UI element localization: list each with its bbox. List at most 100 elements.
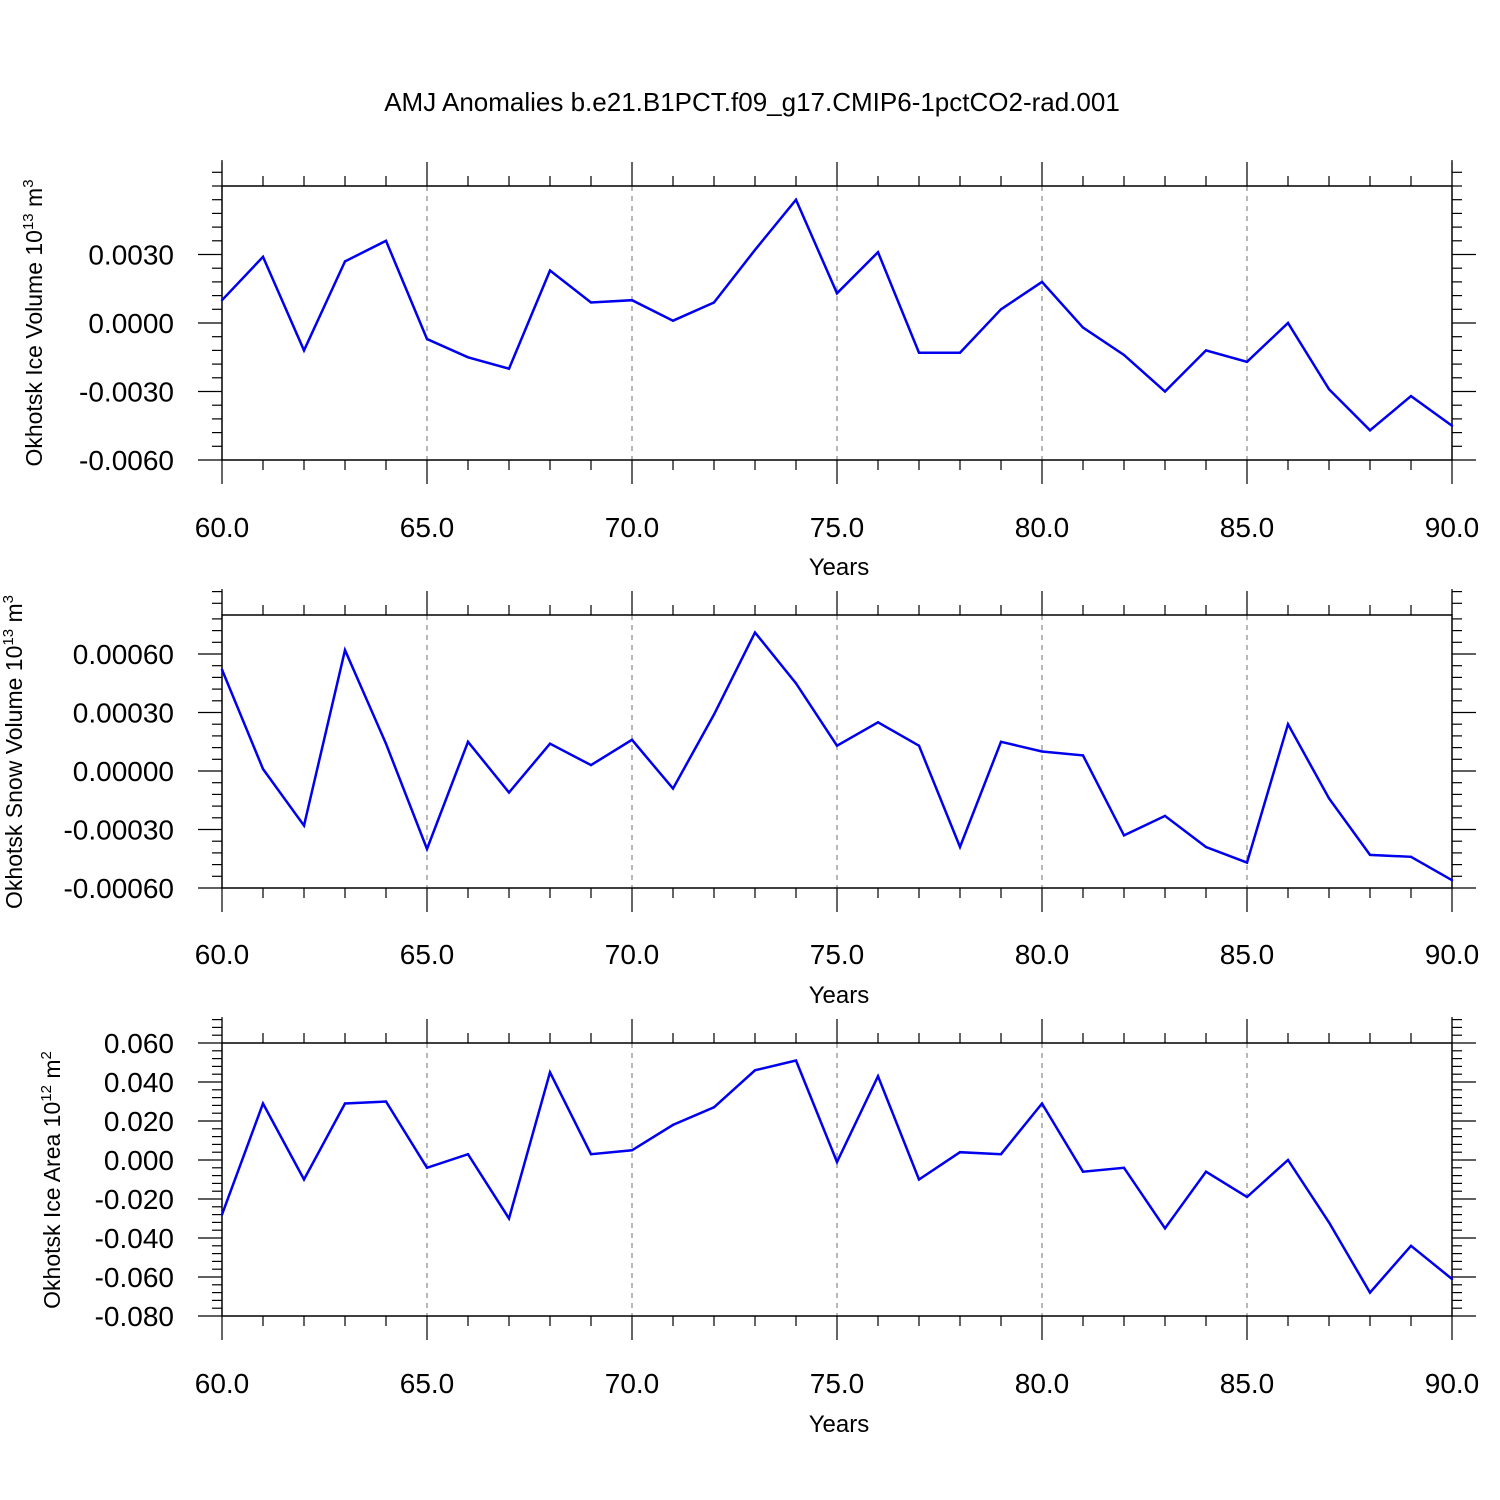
y-axis-label: Okhotsk Snow Volume 1013 m3 xyxy=(0,595,27,909)
data-point xyxy=(1163,390,1167,393)
x-tick-label: 70.0 xyxy=(605,512,660,543)
x-tick-label: 85.0 xyxy=(1220,512,1275,543)
data-point xyxy=(999,1152,1003,1156)
data-point xyxy=(589,301,593,304)
data-point xyxy=(1081,326,1085,329)
data-point xyxy=(220,668,224,671)
y-tick-label: 0.00060 xyxy=(73,639,174,670)
y-tick-label: 0.060 xyxy=(104,1028,174,1059)
data-point xyxy=(589,1152,593,1156)
data-point xyxy=(589,763,593,767)
data-point xyxy=(999,740,1003,743)
y-tick-label: 0.040 xyxy=(104,1067,174,1098)
data-point xyxy=(876,1074,880,1078)
data-point xyxy=(1368,1291,1372,1294)
data-point xyxy=(671,787,675,790)
data-point xyxy=(1163,814,1167,818)
data-point xyxy=(958,1151,962,1154)
y-tick-label: 0.000 xyxy=(104,1145,174,1176)
x-tick-label: 80.0 xyxy=(1015,939,1070,970)
data-point xyxy=(384,742,388,745)
data-point xyxy=(343,648,347,652)
data-point xyxy=(835,1160,839,1164)
data-point xyxy=(835,292,839,295)
y-tick-label: -0.060 xyxy=(95,1262,174,1293)
data-point xyxy=(1204,349,1208,352)
data-point xyxy=(876,251,880,254)
data-point xyxy=(466,356,470,359)
data-point xyxy=(1409,394,1413,398)
data-point xyxy=(1286,1158,1290,1162)
data-point xyxy=(548,269,552,272)
x-axis-label: Years xyxy=(809,982,870,1009)
data-point xyxy=(917,351,921,354)
y-tick-label: -0.080 xyxy=(95,1301,174,1332)
data-point xyxy=(712,301,716,304)
data-point xyxy=(1245,1195,1249,1199)
data-point xyxy=(1040,280,1044,284)
x-axis-label: Years xyxy=(809,554,870,581)
data-point xyxy=(261,255,265,258)
x-tick-label: 65.0 xyxy=(400,1368,455,1399)
data-point xyxy=(1081,754,1085,757)
y-tick-label: -0.0030 xyxy=(79,377,174,408)
x-tick-label: 85.0 xyxy=(1220,939,1275,970)
x-tick-label: 70.0 xyxy=(605,939,660,970)
y-axis-label: Okhotsk Ice Volume 1013 m3 xyxy=(20,179,47,466)
data-point xyxy=(1081,1170,1085,1173)
x-tick-label: 90.0 xyxy=(1425,939,1480,970)
y-tick-label: 0.0030 xyxy=(88,240,174,271)
data-point xyxy=(753,248,757,252)
data-point xyxy=(1327,1221,1331,1224)
x-tick-label: 60.0 xyxy=(195,939,250,970)
panel-3: -0.080 -0.060 -0.040 -0.020 0.000 0.020 0.040 0… xyxy=(38,1017,1479,1438)
data-point xyxy=(1122,834,1126,837)
x-tick-label: 60.0 xyxy=(195,1368,250,1399)
data-point xyxy=(220,298,224,302)
data-point xyxy=(1245,861,1249,864)
data-point xyxy=(507,791,511,794)
data-point xyxy=(507,367,511,370)
data-point xyxy=(630,738,634,741)
x-tick-label: 65.0 xyxy=(400,939,455,970)
series-line xyxy=(221,197,1453,432)
data-point xyxy=(302,349,306,352)
data-point xyxy=(384,239,388,242)
data-point xyxy=(1040,1102,1044,1105)
x-tick-label: 60.0 xyxy=(195,512,250,543)
data-point xyxy=(1040,750,1044,753)
data-point xyxy=(302,824,306,827)
y-tick-label: -0.00060 xyxy=(63,873,174,904)
data-point xyxy=(753,631,757,634)
x-tick-label: 65.0 xyxy=(400,512,455,543)
data-point xyxy=(548,1071,552,1074)
data-point xyxy=(343,260,347,263)
data-point xyxy=(917,1178,921,1181)
panel-1: -0.0060 -0.0030 0.0000 0.0030 60.0 65.0 70.0 75… xyxy=(20,160,1479,581)
data-point xyxy=(1450,879,1454,882)
data-point xyxy=(425,1166,429,1170)
x-tick-label: 75.0 xyxy=(810,1368,865,1399)
data-point xyxy=(548,742,552,745)
panels: -0.0060 -0.0030 0.0000 0.0030 60.0 65.0 70.0 75… xyxy=(0,160,1479,1438)
data-point xyxy=(466,1152,470,1156)
data-point xyxy=(1368,429,1372,432)
data-point xyxy=(712,713,716,716)
x-tick-label: 70.0 xyxy=(605,1368,660,1399)
data-point xyxy=(1204,845,1208,849)
data-point xyxy=(630,298,634,302)
data-point xyxy=(507,1217,511,1220)
data-point xyxy=(1409,855,1413,858)
x-tick-label: 90.0 xyxy=(1425,512,1480,543)
chart-title: AMJ Anomalies b.e21.B1PCT.f09_g17.CMIP6-… xyxy=(384,87,1120,117)
panel-2: -0.00060 -0.00030 0.00000 0.00030 0.00060 60.… xyxy=(0,589,1479,1009)
y-tick-label: -0.0060 xyxy=(79,445,174,476)
data-point xyxy=(343,1102,347,1105)
data-point xyxy=(261,767,265,771)
data-point xyxy=(958,351,962,354)
y-tick-label: 0.00000 xyxy=(73,756,174,787)
data-point xyxy=(1409,1244,1413,1248)
x-axis-label: Years xyxy=(809,1411,870,1438)
data-point xyxy=(794,198,798,201)
data-point xyxy=(425,847,429,851)
